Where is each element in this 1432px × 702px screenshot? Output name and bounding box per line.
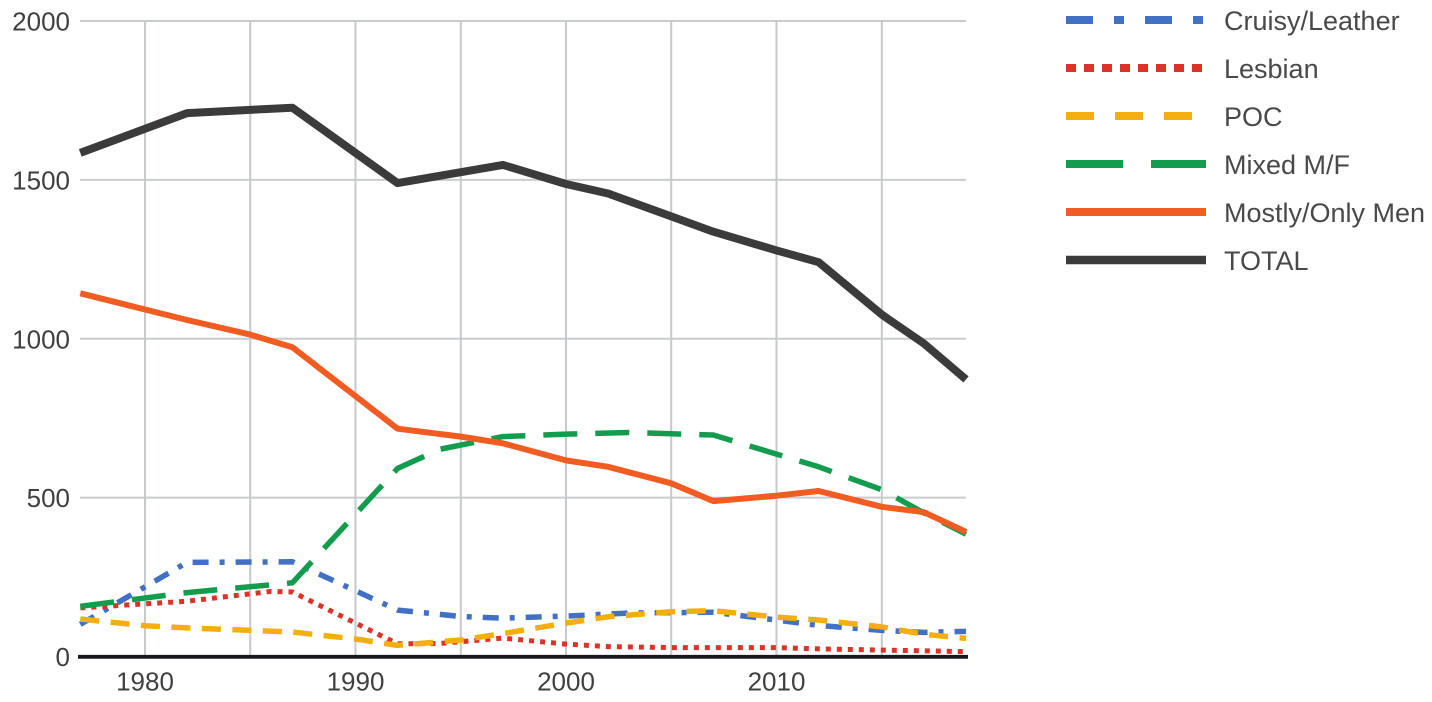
svg-text:2010: 2010 [748,667,806,697]
svg-text:1980: 1980 [116,667,174,697]
svg-text:2000: 2000 [12,7,70,37]
svg-text:POC: POC [1224,102,1283,132]
svg-text:Lesbian: Lesbian [1224,54,1319,84]
svg-text:1000: 1000 [12,324,70,354]
svg-text:1500: 1500 [12,165,70,195]
svg-text:2000: 2000 [537,667,595,697]
svg-text:TOTAL: TOTAL [1224,246,1309,276]
svg-text:0: 0 [56,642,70,672]
svg-text:Cruisy/Leather: Cruisy/Leather [1224,6,1400,36]
svg-text:500: 500 [27,483,70,513]
svg-text:1990: 1990 [327,667,385,697]
svg-text:Mixed M/F: Mixed M/F [1224,150,1350,180]
svg-text:Mostly/Only Men: Mostly/Only Men [1224,198,1425,228]
